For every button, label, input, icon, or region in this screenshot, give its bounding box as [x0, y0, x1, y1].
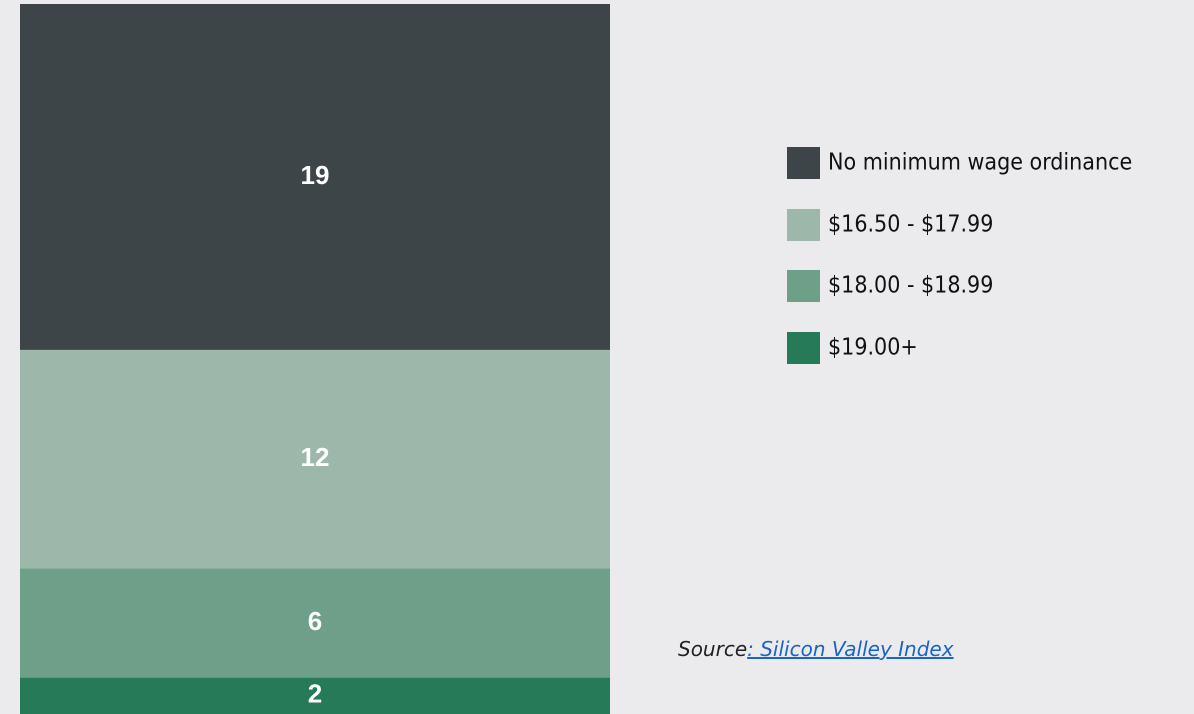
source: Source: Silicon Valley Index — [678, 637, 954, 661]
bar-segment — [20, 349, 610, 569]
legend-label: $16.50 - $17.99 — [828, 212, 993, 238]
data-label: 19 — [301, 160, 330, 190]
bar-segment — [20, 568, 610, 678]
legend-swatch — [787, 270, 820, 302]
bar-segment — [20, 4, 610, 350]
data-label: 12 — [301, 442, 330, 472]
source-prefix: Source — [678, 637, 748, 661]
legend-swatch — [787, 147, 820, 179]
legend-label: $18.00 - $18.99 — [828, 273, 993, 299]
data-label: 6 — [308, 606, 322, 636]
data-label: 2 — [308, 679, 322, 709]
bar-segment — [20, 677, 610, 714]
legend-swatch — [787, 209, 820, 241]
legend-label: $19.00+ — [828, 335, 918, 361]
legend-swatch — [787, 332, 820, 364]
legend-label: No minimum wage ordinance — [828, 150, 1132, 176]
source-link[interactable]: : Silicon Valley Index — [747, 637, 954, 661]
